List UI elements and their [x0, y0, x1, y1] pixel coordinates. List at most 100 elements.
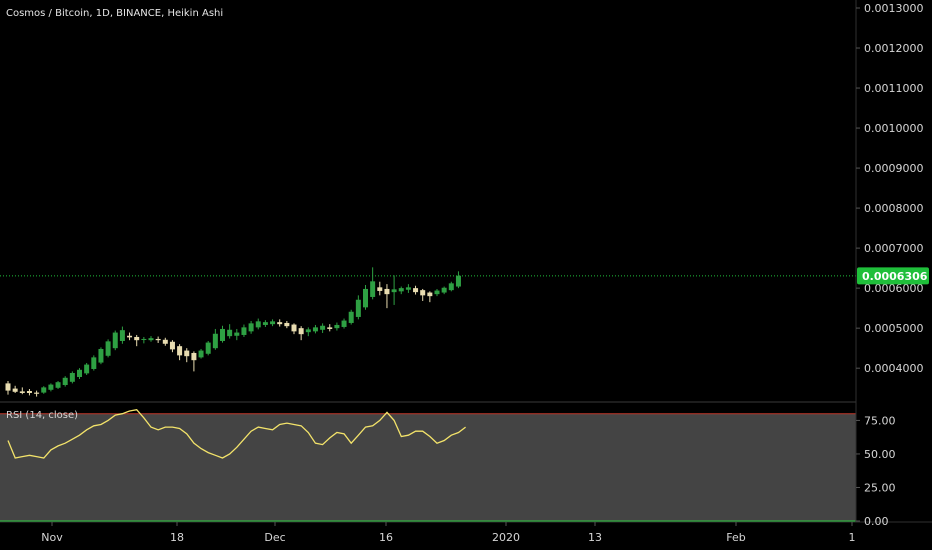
candle-body	[184, 350, 190, 357]
candle-body	[220, 328, 225, 341]
price-tick-label: 0.0007000	[864, 242, 924, 255]
time-axis[interactable]: Nov 18 Dec 16 2020 13 Feb 1	[41, 522, 856, 544]
time-tick-label: 2020	[492, 531, 520, 544]
candle-body	[169, 341, 175, 350]
candle-body	[255, 321, 261, 328]
candle-body	[270, 321, 276, 325]
candle-body	[148, 338, 154, 341]
rsi-pane[interactable]: RSI (14, close)	[0, 408, 856, 522]
price-tick-label: 0.0010000	[864, 122, 924, 135]
candle-body	[62, 377, 68, 385]
price-tick-label: 0.0006000	[864, 282, 924, 295]
candle-body	[305, 329, 311, 333]
candle-body	[341, 320, 347, 327]
price-axis[interactable]: 0.0004000 0.0005000 0.0006000 0.0007000 0.00…	[856, 2, 924, 375]
candle-body	[234, 332, 240, 336]
candle-body	[384, 288, 390, 295]
candle-body	[191, 352, 197, 361]
candle-body	[277, 322, 283, 325]
candle-body	[312, 327, 318, 332]
candle-body	[284, 322, 290, 327]
candle-body	[420, 290, 426, 296]
candle-body	[262, 322, 268, 325]
last-price-label: 0.0006306	[862, 270, 928, 283]
candle-body	[127, 335, 133, 338]
candle-body	[434, 290, 440, 295]
price-tick-label: 0.0009000	[864, 162, 924, 175]
last-price-tag-bg	[857, 267, 929, 285]
candle-body	[327, 327, 333, 329]
candle-body	[248, 323, 254, 332]
candle-body	[241, 327, 247, 335]
time-tick-label: 13	[588, 531, 602, 544]
candle-body	[119, 330, 125, 341]
last-price-tag: 0.0006306	[857, 267, 929, 285]
candle-body	[77, 369, 82, 377]
candle-body	[134, 336, 140, 341]
candle-body	[377, 287, 383, 291]
candle-body	[198, 350, 204, 358]
candle-body	[84, 364, 90, 374]
candle-body	[112, 332, 118, 349]
candle-body	[291, 324, 297, 332]
time-tick-label: 18	[170, 531, 184, 544]
candle-body	[212, 333, 218, 349]
candle-body	[69, 372, 75, 382]
time-tick-label: 16	[379, 531, 393, 544]
candle-body	[413, 288, 419, 293]
rsi-line	[7, 408, 466, 459]
price-pane[interactable]: Cosmos / Bitcoin, 1D, BINANCE, Heikin As…	[0, 8, 856, 397]
candle-body	[155, 338, 161, 341]
candle-body	[105, 341, 111, 356]
candle-body	[334, 324, 340, 329]
rsi-band	[0, 413, 856, 521]
candle-body	[205, 342, 211, 354]
candle-body	[320, 325, 326, 330]
candle-body	[405, 287, 411, 290]
candle-body	[162, 339, 168, 344]
candle-body	[19, 391, 25, 393]
candle-body	[391, 289, 397, 293]
candle-body	[227, 329, 233, 337]
rsi-tick-label: 0.00	[864, 515, 889, 528]
candle-body	[363, 288, 368, 308]
candle-body	[48, 384, 54, 390]
time-tick-label: Feb	[726, 531, 745, 544]
candle-body	[141, 338, 147, 340]
candle-body	[427, 292, 433, 297]
candle-body	[355, 299, 361, 317]
time-tick-label: Nov	[41, 531, 63, 544]
rsi-tick-label: 50.00	[864, 448, 896, 461]
rsi-tick-label: 25.00	[864, 481, 896, 494]
candle-body	[298, 328, 304, 335]
candle-body	[91, 357, 97, 369]
price-tick-label: 0.0004000	[864, 362, 924, 375]
candle-body	[455, 275, 461, 287]
candle-body	[12, 388, 18, 392]
candle-body	[441, 287, 447, 293]
rsi-title: RSI (14, close)	[6, 410, 78, 421]
candle-body	[370, 281, 376, 297]
price-tick-label: 0.0013000	[864, 2, 924, 15]
chart-title: Cosmos / Bitcoin, 1D, BINANCE, Heikin As…	[6, 8, 223, 19]
candle-body	[55, 382, 61, 388]
time-tick-label: 1	[849, 531, 856, 544]
price-tick-label: 0.0011000	[864, 82, 924, 95]
rsi-axis[interactable]: 0.00 25.00 50.00 75.00	[856, 414, 896, 528]
candle-body	[34, 392, 40, 394]
candle-body	[5, 383, 11, 391]
rsi-tick-label: 75.00	[864, 414, 896, 427]
candle-body	[398, 288, 404, 292]
candle-body	[26, 390, 32, 393]
candle-body	[41, 387, 47, 393]
candle-body	[177, 346, 183, 356]
candle-body	[348, 311, 354, 323]
candles-group	[5, 267, 461, 397]
price-tick-label: 0.0005000	[864, 322, 924, 335]
price-tick-label: 0.0012000	[864, 42, 924, 55]
candle-body	[448, 283, 454, 291]
time-tick-label: Dec	[264, 531, 285, 544]
candle-body	[98, 348, 104, 363]
price-tick-label: 0.0008000	[864, 202, 924, 215]
